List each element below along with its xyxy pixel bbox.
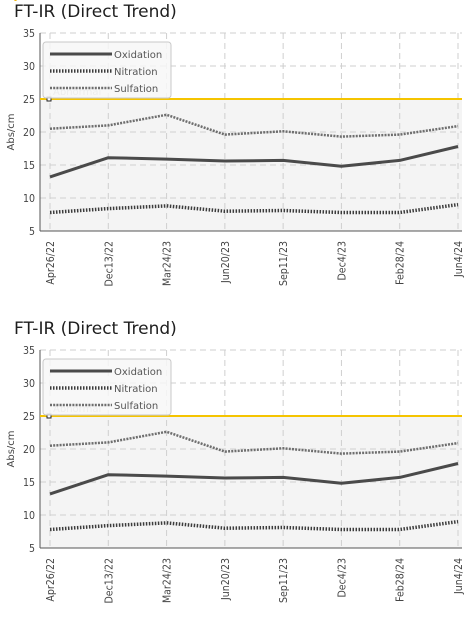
y-tick-label: 20 <box>23 127 35 139</box>
series-line-oxidation <box>49 145 459 179</box>
y-tick-label: 30 <box>23 378 35 390</box>
y-tick-label: 10 <box>23 510 35 522</box>
y-tick-label: 35 <box>23 28 35 40</box>
legend-label: Sulfation <box>114 84 158 95</box>
chart-title-bottom: FT-IR (Direct Trend) <box>14 319 177 339</box>
ftir-chart-bottom: 5 10 15 20 25 30 35 Abs/cm Apr26/22 Dec13/22 Mar24… <box>6 345 465 604</box>
chart-panel-bottom: 5 10 15 20 25 30 35 Abs/cm Apr26/22 Dec13/22 Mar24… <box>0 317 469 623</box>
x-tick-label: Mar24/23 <box>162 241 174 286</box>
x-tick-label: Dec13/22 <box>103 241 115 287</box>
y-axis-label: Abs/cm <box>6 113 17 150</box>
legend-label: Oxidation <box>114 50 162 61</box>
legend-label: Nitration <box>114 67 158 78</box>
legend-label: Nitration <box>114 384 158 395</box>
chart-panel-top: 5 10 15 20 25 30 35 Abs/cm Apr26/22 Dec13/22 Mar24… <box>0 0 469 306</box>
chart-title-top: FT-IR (Direct Trend) <box>14 2 177 22</box>
y-tick-label: 25 <box>23 94 35 106</box>
y-tick-label: 25 <box>23 411 35 423</box>
x-tick-label: Mar24/23 <box>162 558 174 603</box>
series-line-sulfation <box>49 430 459 455</box>
x-tick-label: Jun20/23 <box>220 241 232 284</box>
x-tick-label: Sep11/23 <box>278 241 290 286</box>
y-tick-label: 35 <box>23 345 35 357</box>
y-tick-label: 5 <box>29 543 35 555</box>
legend-label: Sulfation <box>114 401 158 412</box>
x-tick-label: Dec13/22 <box>103 558 115 604</box>
legend-label: Oxidation <box>114 367 162 378</box>
x-tick-label: Feb28/24 <box>395 241 407 285</box>
x-tick-label: Dec4/23 <box>336 241 348 281</box>
y-tick-label: 20 <box>23 444 35 456</box>
series-line-nitration <box>49 519 459 532</box>
accent-dot <box>14 0 17 1</box>
y-axis-label: Abs/cm <box>6 430 17 467</box>
series-line-sulfation <box>49 113 459 138</box>
x-tick-label: Apr26/22 <box>45 241 57 285</box>
y-tick-label: 15 <box>23 160 35 172</box>
y-tick-label: 15 <box>23 477 35 489</box>
x-tick-label: Jun4/24 <box>453 558 465 595</box>
x-tick-label: Jun20/23 <box>220 558 232 601</box>
y-tick-label: 5 <box>29 226 35 238</box>
x-tick-label: Dec4/23 <box>336 558 348 598</box>
x-tick-label: Jun4/24 <box>453 241 465 278</box>
x-tick-label: Feb28/24 <box>395 558 407 602</box>
y-tick-label: 10 <box>23 193 35 205</box>
ftir-chart-top: 5 10 15 20 25 30 35 Abs/cm Apr26/22 Dec13/22 Mar24… <box>6 28 465 287</box>
y-tick-label: 30 <box>23 61 35 73</box>
x-tick-label: Sep11/23 <box>278 558 290 603</box>
x-tick-label: Apr26/22 <box>45 558 57 602</box>
series-line-oxidation <box>49 462 459 496</box>
series-line-nitration <box>49 202 459 215</box>
